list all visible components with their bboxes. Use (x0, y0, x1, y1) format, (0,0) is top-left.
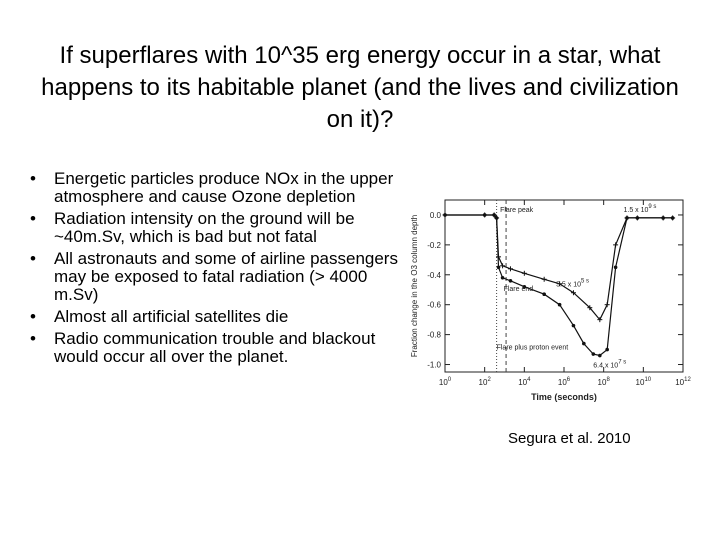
x-tick-label: 104 (518, 377, 531, 387)
series-point (500, 275, 505, 280)
bullet-text: Radiation intensity on the ground will b… (54, 209, 355, 246)
bullet-glyph: • (30, 249, 36, 268)
bullet-list: • Energetic particles produce NOx in the … (30, 170, 400, 370)
series-point (482, 213, 487, 217)
x-tick-label: 108 (598, 377, 611, 387)
x-tick-label: 106 (558, 377, 571, 387)
bullet-text: Radio communication trouble and blackout… (54, 329, 376, 366)
series-point (661, 216, 665, 220)
x-tick-label: 102 (479, 377, 492, 387)
y-tick-label: -0.6 (427, 301, 441, 310)
bullet-text: Almost all artificial satellites die (54, 307, 289, 326)
series-point (496, 265, 501, 270)
series-point (492, 213, 496, 217)
y-tick-label: -0.2 (427, 241, 441, 250)
series-point (508, 278, 513, 283)
figure-caption: Segura et al. 2010 (508, 430, 631, 447)
series-point (598, 353, 602, 358)
series-point (443, 213, 447, 217)
bullet-item: • Radio communication trouble and blackou… (30, 330, 400, 366)
bullet-glyph: • (30, 329, 36, 348)
y-tick-label: -0.4 (427, 271, 441, 280)
ozone-chart-svg: 100 102 104 106 108 1010 1012 0.0 -0.2 -0.4 -0.6 -0… (410, 199, 691, 402)
y-tick-label: -1.0 (427, 361, 441, 370)
series-point (591, 352, 596, 356)
bullet-glyph: • (30, 307, 36, 326)
chart-annotation: Flare end (504, 286, 534, 293)
series-point (542, 292, 546, 297)
bullet-glyph: • (30, 209, 36, 228)
series-point (494, 216, 499, 220)
bullet-item: • Almost all artificial satellites die (30, 308, 400, 326)
bullet-item: • Energetic particles produce NOx in the … (30, 170, 400, 206)
series-point (670, 216, 675, 220)
bullet-glyph: • (30, 169, 36, 188)
bullet-item: • All astronauts and some of airline pass… (30, 250, 400, 304)
y-axis-label: Fraction change in the O3 column depth (410, 215, 419, 357)
series-point (635, 216, 640, 220)
series-point (522, 284, 527, 289)
x-tick-label: 100 (439, 377, 452, 387)
bullet-text: Energetic particles produce NOx in the u… (54, 169, 394, 206)
slide-title: If superflares with 10^35 erg energy occ… (41, 42, 679, 133)
x-tick-label: 1012 (675, 377, 691, 387)
series-point (625, 216, 629, 220)
series-point (605, 347, 609, 352)
series-point (582, 341, 586, 346)
chart-annotation: 1.5 x 109 s (624, 204, 657, 214)
bullet-item: • Radiation intensity on the ground will … (30, 210, 400, 246)
x-axis-label: Time (seconds) (531, 392, 597, 402)
chart-annotation: Flare plus proton event (497, 345, 569, 352)
ozone-chart: 100 102 104 106 108 1010 1012 0.0 -0.2 -0.4 -0.6 -0… (405, 180, 705, 420)
series-point (613, 265, 618, 270)
y-tick-label: 0.0 (430, 211, 442, 220)
series-point (571, 323, 576, 328)
bullet-text: All astronauts and some of airline passe… (54, 249, 398, 304)
y-tick-label: -0.8 (427, 331, 441, 340)
chart-annotation: 6.4 x 107 s (593, 360, 626, 370)
chart-annotation: Flare peak (500, 207, 534, 214)
series-line (445, 214, 673, 357)
chart-annotation: 5.5 x 105 s (556, 279, 589, 289)
series-point (557, 302, 562, 307)
x-tick-label: 1010 (636, 377, 652, 387)
